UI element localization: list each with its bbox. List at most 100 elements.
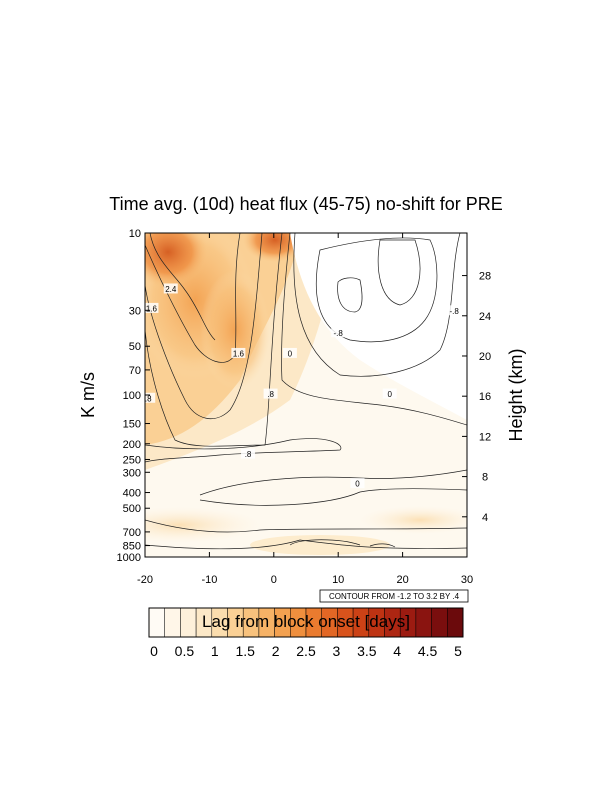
contour-label-bg (382, 388, 397, 399)
colorbar-swatch (180, 607, 197, 638)
contour-label-bg (447, 305, 462, 316)
right-tick-label: 12 (479, 431, 491, 443)
x-tick-label: 10 (332, 574, 344, 586)
x-tick-label: 0 (271, 574, 277, 586)
colorbar-tick-label: 2 (272, 643, 280, 659)
contour-2-4 (149, 233, 216, 341)
contour-label-bg (263, 388, 278, 399)
y-tick-label: 250 (123, 454, 141, 466)
colorbar-swatch (164, 607, 181, 638)
bottom-axis: -20 -10 0 10 20 30 (137, 233, 473, 586)
contour-label-bg (282, 347, 297, 358)
colorbar-swatch (415, 607, 432, 638)
colorbar-swatch (148, 607, 165, 638)
colorbar-frame (148, 607, 464, 638)
contour-label: 1.6 (146, 304, 158, 313)
x-tick-label: 30 (461, 574, 473, 586)
colorbar-tick-label: 2.5 (296, 643, 316, 659)
contour-label: .8 (245, 450, 252, 459)
colorbar-tick-label: 3.5 (357, 643, 377, 659)
field-blob-low-right (360, 506, 467, 534)
contour-low-0 (145, 519, 467, 533)
contour-label: .8 (145, 394, 152, 403)
contour-label: 2.4 (165, 285, 177, 294)
colorbar-swatch (447, 607, 464, 638)
right-axis: 4 8 12 16 20 24 28 (462, 271, 491, 524)
contour-note: CONTOUR FROM -1.2 TO 3.2 BY .4 (329, 592, 460, 601)
y-tick-label: 700 (123, 527, 141, 539)
contour-surface (145, 539, 467, 550)
right-tick-label: 20 (479, 351, 491, 363)
right-tick-label: 28 (479, 271, 491, 283)
x-tick-label: -20 (137, 574, 153, 586)
contour-surface-small (289, 539, 361, 546)
contour-label-bg (144, 302, 159, 313)
x-tick-label: -10 (201, 574, 217, 586)
field-region-white (290, 233, 467, 420)
field-blob-peak-right (243, 233, 307, 262)
colorbar-tick-label: 4.5 (418, 643, 438, 659)
right-axis-label: Height (km) (506, 348, 526, 441)
contour-0-a (281, 233, 467, 426)
contour-label-bg (241, 448, 256, 459)
y-tick-label: 50 (129, 341, 141, 353)
contour-neg-1-2 (337, 277, 363, 313)
y-tick-label: 70 (129, 365, 141, 377)
colorbar-tick-label: 4 (393, 643, 401, 659)
colorbar-tick-label: 1 (211, 643, 219, 659)
y-tick-label: 30 (129, 305, 141, 317)
contour-low-0-4-b (199, 488, 467, 506)
contour-neg-0-8 (315, 237, 438, 343)
y-tick-label: 500 (123, 503, 141, 515)
contour-label: -.8 (334, 329, 344, 338)
contour-low-0-4-a (199, 469, 467, 496)
field-blob-peak-left (145, 233, 208, 287)
contour-neg-0-4 (293, 233, 461, 377)
contour-label-layer: 2.4 1.6 1.6 .8 .8 .8 0 0 0 -.8 -.8 (141, 283, 462, 489)
contour-label: 0 (355, 480, 360, 489)
contour-label: .8 (267, 390, 274, 399)
colorbar-tick-label: 5 (454, 643, 462, 659)
field-blob-stem (200, 270, 270, 390)
y-tick-label: 10 (129, 228, 141, 240)
right-tick-label: 8 (482, 472, 488, 484)
contour-note-box (319, 589, 469, 603)
right-tick-label: 4 (482, 512, 488, 524)
contour-label-bg (331, 327, 346, 338)
x-tick-label: 20 (396, 574, 408, 586)
colorbar-tick-label: 1.5 (235, 643, 255, 659)
y-axis-label: K m/s (78, 372, 98, 418)
contour-label-bg (350, 478, 365, 489)
colorbar-tick-label: 0.5 (175, 643, 195, 659)
y-tick-label: 100 (123, 390, 141, 402)
right-tick-label: 16 (479, 391, 491, 403)
contour-0-8 (145, 233, 283, 447)
field-blob-low (145, 507, 260, 543)
colorbar-ticks: 0 0.5 1 1.5 2 2.5 3 3.5 4 4.5 5 (150, 643, 462, 659)
contour-1-6 (145, 233, 241, 363)
colorbar-swatch (431, 607, 448, 638)
contour-label-bg (141, 392, 156, 403)
colorbar-tick-label: 3 (333, 643, 341, 659)
colorbar-tick-label: 0 (150, 643, 158, 659)
contour-surface-tiny (369, 543, 396, 548)
contour-label: 0 (387, 390, 392, 399)
y-tick-label: 200 (123, 439, 141, 451)
contour-label: -.8 (449, 307, 459, 316)
contour-0-4 (145, 438, 342, 463)
colorbar (148, 607, 464, 638)
contour-neg-0-8-b (377, 239, 421, 306)
right-tick-label: 24 (479, 311, 491, 323)
heatmap-field (145, 233, 467, 557)
contour-label-bg (231, 347, 246, 358)
colorbar-label: Lag from block onset [days] (202, 612, 410, 631)
contour-label: 1.6 (233, 349, 245, 358)
contour-lines (145, 233, 467, 550)
y-tick-label: 400 (123, 488, 141, 500)
y-tick-label: 850 (123, 541, 141, 553)
y-tick-label: 1000 (117, 552, 141, 564)
contour-1-2 (145, 233, 263, 419)
y-tick-label: 150 (123, 419, 141, 431)
